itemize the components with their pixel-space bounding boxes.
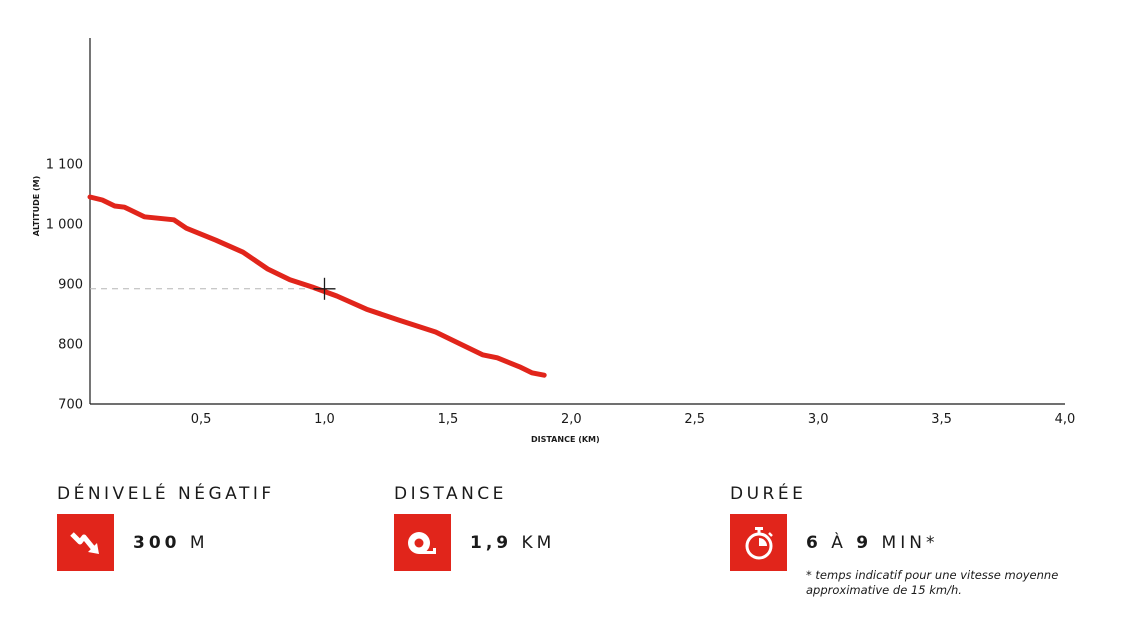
stat-descent-title: DÉNIVELÉ NÉGATIF [57,484,275,504]
y-axis-title: ALTITUDE (M) [32,176,41,237]
descent-number: 300 [133,532,181,553]
descent-unit: M [189,532,209,553]
stopwatch-icon [730,514,787,571]
stat-duration-value: 6 À 9 MIN* [806,533,938,553]
y-axis-ticks: 700 800 900 1 000 1 100 [46,158,83,413]
stat-duration-row: 6 À 9 MIN* [730,514,938,571]
duration-from: 6 [806,532,822,553]
chart-axes [89,38,1065,405]
x-tick-label: 1,0 [314,412,335,427]
stat-distance: DISTANCE 1,9 KM [394,484,555,571]
elevation-line [87,194,547,378]
x-tick-label: 3,0 [808,412,829,427]
duration-to: 9 [856,532,873,553]
duration-footnote: * temps indicatif pour une vitesse moyen… [806,568,1059,597]
distance-unit: KM [521,532,556,553]
x-axis-ticks: 0,5 1,0 1,5 2,0 2,5 3,0 3,5 4,0 [191,412,1076,427]
y-tick-label: 700 [58,398,83,413]
duration-unit: MIN* [881,532,939,553]
x-tick-label: 2,0 [561,412,582,427]
stat-duration: DURÉE 6 À 9 MIN* * temps indicatif pour … [730,484,1058,597]
series-layer [87,194,547,378]
stat-descent: DÉNIVELÉ NÉGATIF 300 M [57,484,275,571]
descent-arrow-icon [57,514,114,571]
y-tick-label: 900 [58,278,83,293]
x-tick-label: 2,5 [684,412,705,427]
stat-distance-value: 1,9 KM [470,533,555,553]
stat-descent-value: 300 M [133,533,209,553]
measuring-tape-icon [394,514,451,571]
cursor-layer [313,277,336,300]
x-axis-title: DISTANCE (KM) [531,435,600,444]
y-tick-label: 1 000 [46,218,83,233]
x-tick-label: 3,5 [931,412,952,427]
x-tick-label: 1,5 [438,412,459,427]
stat-distance-row: 1,9 KM [394,514,555,571]
duration-separator: À [831,532,847,553]
crosshair-marker [313,277,336,300]
y-tick-label: 1 100 [46,158,83,173]
stat-duration-title: DURÉE [730,484,807,504]
x-tick-label: 4,0 [1055,412,1076,427]
elevation-profile-chart: 700 800 900 1 000 1 100 0,5 1,0 1,5 2,0 2,5 3,0 3,… [32,38,1076,444]
stat-descent-row: 300 M [57,514,275,571]
distance-number: 1,9 [470,532,513,553]
x-tick-label: 0,5 [191,412,212,427]
stat-distance-title: DISTANCE [394,484,507,504]
y-tick-label: 800 [58,338,83,353]
